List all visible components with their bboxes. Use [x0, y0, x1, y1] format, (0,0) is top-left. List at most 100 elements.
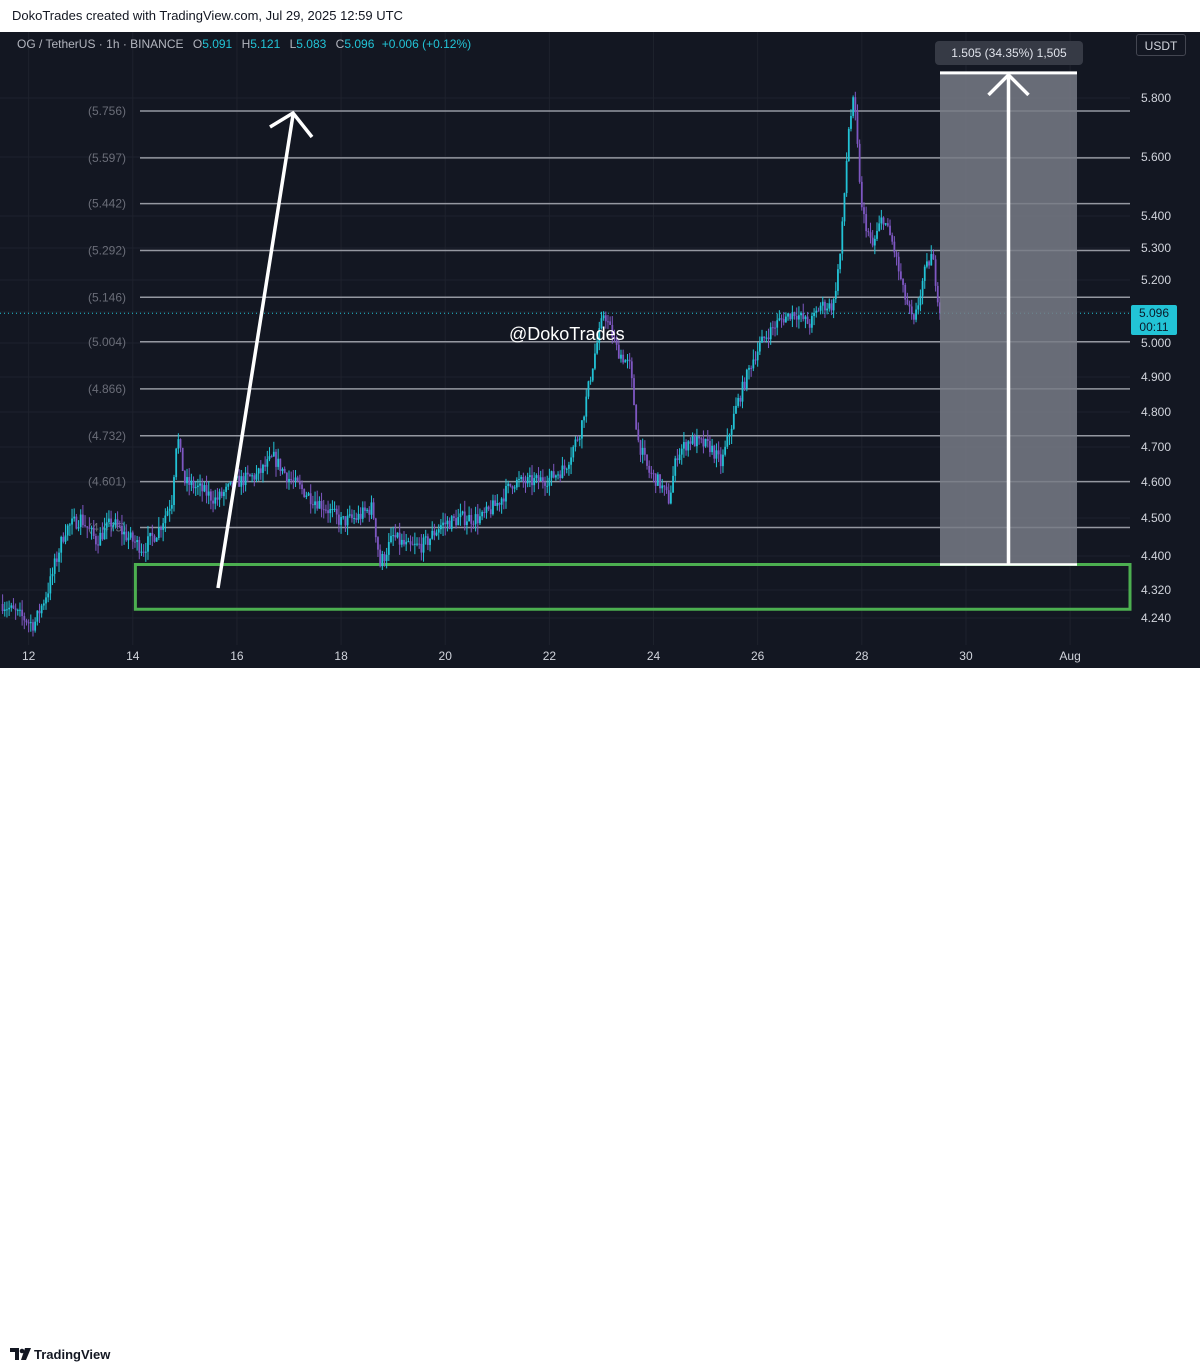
candle-body: [136, 540, 139, 543]
currency-button[interactable]: USDT: [1136, 34, 1186, 56]
candle-body: [676, 458, 679, 461]
candle-body: [407, 541, 410, 543]
candle-body: [917, 305, 920, 310]
candle-body: [865, 214, 868, 232]
price-chart[interactable]: (5.756) (5.597) (5.442) (5.292) (5.146) (5.00…: [0, 0, 1200, 704]
candle-body: [290, 478, 293, 481]
candle-body: [630, 361, 633, 379]
candle-body: [322, 509, 325, 511]
candle-body: [600, 318, 603, 329]
header-bar: DokoTrades created with TradingView.com,…: [0, 0, 1200, 32]
candle-body: [75, 516, 78, 529]
candle-body: [650, 472, 653, 474]
candle-body: [700, 438, 703, 440]
candle-body: [303, 489, 306, 497]
candle-body: [581, 420, 583, 439]
candle-body: [409, 541, 412, 545]
level-label: (5.442): [88, 197, 126, 211]
candle-body: [474, 514, 477, 525]
candle-body: [223, 491, 225, 497]
candle-body: [47, 593, 50, 598]
candle-body: [513, 487, 516, 489]
candle-body: [225, 486, 227, 492]
candle-body: [329, 509, 332, 514]
candle-body: [821, 301, 824, 306]
candle-body: [40, 605, 43, 614]
candle-body: [453, 516, 455, 519]
candle-body: [665, 486, 668, 491]
candle-body: [424, 536, 427, 538]
candle-body: [611, 324, 614, 338]
tradingview-brand: TradingView: [34, 1347, 111, 1362]
y-tick-label: 5.600: [1141, 150, 1171, 164]
candle-body: [806, 316, 809, 324]
candle-body: [594, 353, 596, 369]
candle-body: [368, 509, 371, 515]
candle-body: [526, 477, 529, 484]
candle-body: [10, 605, 13, 608]
y-tick-label: 4.600: [1141, 475, 1171, 489]
candle-body: [802, 313, 805, 320]
candle-body: [739, 397, 742, 402]
level-label: (4.601): [88, 475, 126, 489]
candle-body: [479, 516, 481, 524]
candle-body: [487, 506, 490, 510]
y-tick-label: 4.700: [1141, 440, 1171, 454]
candle-body: [103, 527, 106, 540]
candle-body: [442, 522, 444, 526]
y-tick-label: 4.900: [1141, 370, 1171, 384]
candle-body: [346, 515, 349, 526]
candle-body: [288, 478, 290, 482]
candle-body: [886, 223, 889, 226]
candle-body: [32, 622, 34, 631]
candle-body: [717, 450, 720, 455]
candle-body: [528, 475, 531, 478]
candle-body: [936, 285, 939, 303]
candle-body: [214, 497, 217, 504]
price-range-measure[interactable]: [940, 71, 1077, 566]
candle-body: [583, 416, 585, 421]
candle-body: [45, 597, 47, 604]
candle-body: [691, 436, 694, 444]
candle-body: [431, 530, 434, 539]
candle-body: [108, 518, 110, 523]
candle-body: [53, 558, 56, 574]
symbol-name: OG / TetherUS · 1h · BINANCE: [17, 37, 184, 51]
candle-body: [16, 609, 19, 611]
candle-body: [494, 500, 497, 506]
candle-body: [333, 508, 336, 510]
candle-body: [648, 465, 651, 473]
candle-body: [554, 475, 557, 478]
candle-body: [153, 535, 156, 542]
candle-body: [784, 316, 787, 323]
candle-body: [546, 485, 549, 487]
candle-body: [476, 514, 479, 524]
candle-body: [209, 491, 212, 501]
candle-body: [628, 359, 631, 362]
candle-body: [23, 616, 26, 621]
candle-body: [403, 539, 405, 545]
candle-body: [789, 313, 792, 320]
candle-body: [205, 485, 208, 496]
candle-body: [400, 539, 403, 545]
candle-body: [930, 254, 933, 266]
candle-body: [876, 230, 878, 239]
x-tick-label: 28: [855, 649, 869, 663]
candle-body: [351, 514, 353, 519]
candle-body: [906, 299, 909, 305]
candle-body: [713, 445, 716, 459]
candle-body: [689, 441, 692, 444]
candle-body: [307, 493, 310, 496]
candle-body: [483, 511, 486, 513]
candle-body: [77, 527, 80, 529]
candle-body: [314, 501, 316, 506]
candle-body: [355, 518, 358, 520]
high-value: 5.121: [250, 37, 281, 51]
candle-body: [318, 500, 321, 509]
candle-body: [507, 483, 510, 486]
candle-body: [730, 428, 733, 435]
candle-body: [502, 498, 505, 502]
candle-body: [275, 451, 277, 467]
candle-body: [270, 456, 273, 458]
y-tick-label: 4.240: [1141, 611, 1171, 625]
